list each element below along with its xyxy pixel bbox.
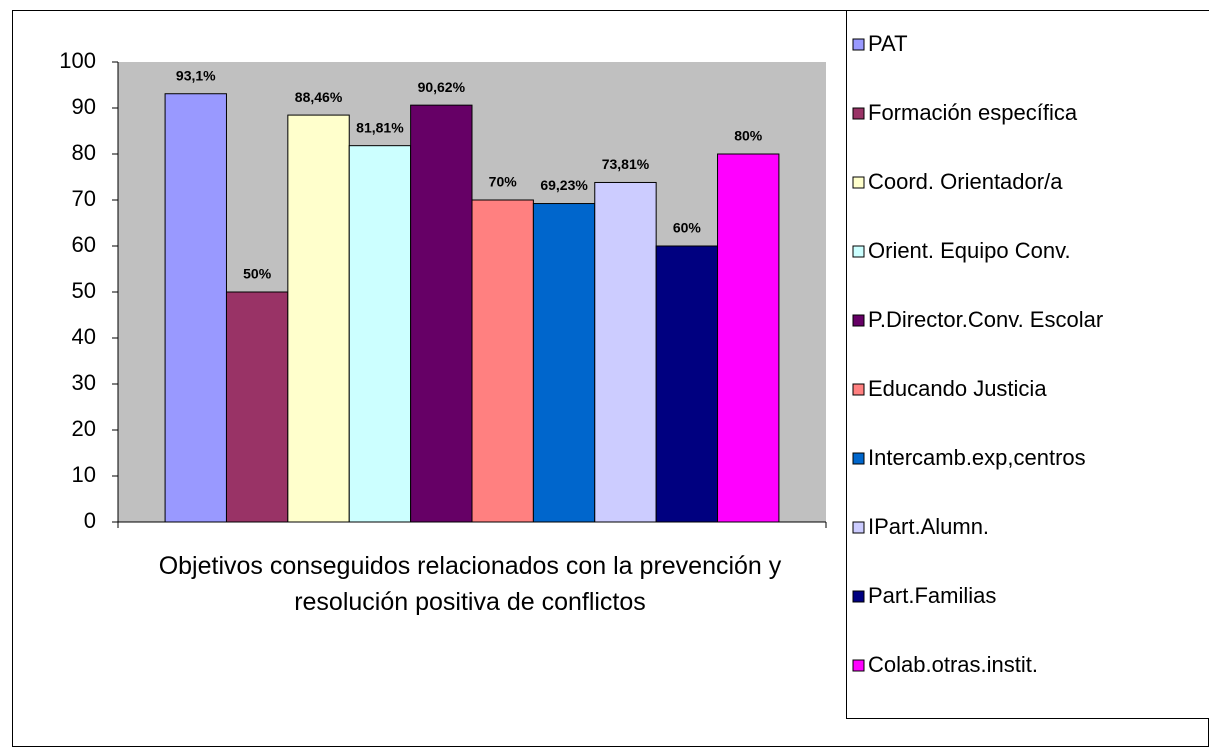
bar (225, 291, 289, 523)
y-tick-label: 40 (72, 324, 96, 349)
legend-swatch (852, 590, 865, 603)
legend-swatch (852, 521, 865, 534)
legend-swatch (852, 659, 865, 672)
y-tick-label: 20 (72, 416, 96, 441)
data-label: 90,62% (418, 79, 466, 95)
data-label: 50% (243, 266, 272, 282)
legend-label: P.Director.Conv. Escolar (868, 307, 1103, 332)
legend-swatch (852, 38, 865, 51)
y-tick-label: 50 (72, 278, 96, 303)
legend-label: IPart.Alumn. (868, 514, 989, 539)
legend-label: Orient. Equipo Conv. (868, 238, 1071, 263)
legend-label: Coord. Orientador/a (868, 169, 1063, 194)
data-label: 60% (673, 220, 702, 236)
data-label: 93,1% (176, 67, 216, 83)
y-tick-label: 100 (59, 48, 96, 73)
data-label: 73,81% (602, 156, 650, 172)
y-tick-label: 0 (84, 508, 96, 533)
legend-label: Part.Familias (868, 583, 996, 608)
bar (471, 199, 534, 523)
bar (164, 93, 227, 523)
bar (717, 153, 780, 523)
legend-label: Intercamb.exp,centros (868, 445, 1086, 470)
legend-swatch (852, 107, 865, 120)
data-label: 69,23% (540, 177, 588, 193)
y-tick-label: 90 (72, 94, 96, 119)
y-tick-label: 80 (72, 140, 96, 165)
data-label: 88,46% (295, 89, 343, 105)
y-tick-label: 70 (72, 186, 96, 211)
legend-label: Colab.otras.instit. (868, 652, 1038, 677)
bar (410, 104, 473, 523)
bar (348, 145, 412, 523)
y-tick-label: 60 (72, 232, 96, 257)
bar (594, 181, 657, 523)
category-label: Objetivos conseguidos relacionados con l… (158, 552, 782, 616)
legend-swatch (852, 176, 865, 189)
data-label: 70% (489, 174, 518, 190)
legend-label: Educando Justicia (868, 376, 1047, 401)
y-tick-label: 10 (72, 462, 96, 487)
legend-swatch (852, 245, 865, 258)
bar (532, 203, 596, 523)
legend-label: PAT (868, 31, 908, 56)
y-tick-label: 30 (72, 370, 96, 395)
legend-swatch (852, 383, 865, 396)
legend-swatch (852, 314, 865, 327)
data-label: 81,81% (356, 119, 404, 135)
bar (287, 114, 350, 523)
legend-label: Formación específica (868, 100, 1078, 125)
data-label: 80% (734, 128, 763, 144)
legend-box (846, 10, 1209, 719)
bar (655, 245, 719, 523)
legend-swatch (852, 452, 865, 465)
